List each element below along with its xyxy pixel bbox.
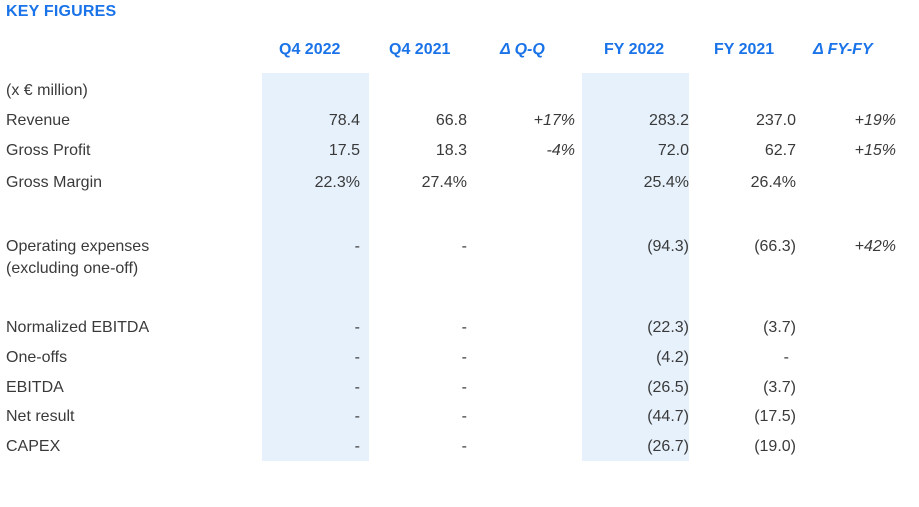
header-fy-2021: FY 2021 — [714, 41, 775, 58]
table-row-revenue: Revenue 78.4 66.8 +17% 283.2 237.0 +19% — [0, 110, 919, 132]
cell-delta-fy-fy: +19% — [854, 112, 896, 129]
cell-q4-2021: - — [461, 349, 467, 366]
cell-q4-2022: - — [354, 408, 360, 425]
cell-fy-2021: 26.4% — [750, 174, 796, 191]
unit-row: (x € million) — [0, 80, 919, 102]
cell-q4-2021: 18.3 — [435, 142, 467, 159]
table-row-one-offs: One-offs - - (4.2) - — [0, 347, 919, 369]
cell-q4-2021: - — [461, 408, 467, 425]
cell-fy-2022: (4.2) — [656, 349, 689, 366]
table-row-ebitda: EBITDA - - (26.5) (3.7) — [0, 377, 919, 399]
cell-q4-2022: - — [354, 349, 360, 366]
cell-q4-2022: - — [354, 238, 360, 255]
unit-label: (x € million) — [6, 82, 88, 99]
cell-q4-2021: - — [461, 319, 467, 336]
cell-fy-2022: (26.5) — [647, 379, 689, 396]
cell-q4-2021: - — [461, 238, 467, 255]
cell-q4-2022: 78.4 — [328, 112, 360, 129]
page-title: KEY FIGURES — [6, 3, 117, 20]
cell-fy-2021: (66.3) — [754, 238, 796, 255]
cell-q4-2021: - — [461, 379, 467, 396]
table-row-gross-profit: Gross Profit 17.5 18.3 -4% 72.0 62.7 +15… — [0, 140, 919, 162]
table-row-normalized-ebitda: Normalized EBITDA - - (22.3) (3.7) — [0, 317, 919, 339]
table-row-capex: CAPEX - - (26.7) (19.0) — [0, 436, 919, 458]
row-label: Normalized EBITDA — [6, 319, 150, 336]
cell-fy-2021: - — [783, 349, 789, 366]
row-label: Revenue — [6, 112, 71, 129]
table-row-net-result: Net result - - (44.7) (17.5) — [0, 406, 919, 428]
cell-fy-2021: 62.7 — [764, 142, 796, 159]
cell-fy-2021: 237.0 — [755, 112, 796, 129]
row-label-line1: Operating expenses — [6, 238, 150, 255]
cell-q4-2022: 22.3% — [314, 174, 360, 191]
cell-delta-q-q: +17% — [533, 112, 575, 129]
row-label: EBITDA — [6, 379, 64, 396]
cell-q4-2022: - — [354, 319, 360, 336]
cell-fy-2022: (44.7) — [647, 408, 689, 425]
table-row-operating-expenses: Operating expenses (excluding one-off) -… — [0, 236, 919, 280]
cell-delta-fy-fy: +42% — [854, 238, 896, 255]
table-row-gross-margin: Gross Margin 22.3% 27.4% 25.4% 26.4% — [0, 172, 919, 194]
cell-fy-2021: (3.7) — [763, 319, 796, 336]
row-label: Gross Margin — [6, 174, 103, 191]
fy-2022-column-highlight — [582, 73, 689, 461]
cell-fy-2022: (94.3) — [647, 238, 689, 255]
cell-fy-2022: 25.4% — [643, 174, 689, 191]
cell-q4-2022: 17.5 — [328, 142, 360, 159]
row-label-line2: (excluding one-off) — [6, 260, 139, 277]
header-delta-q-q: Δ Q-Q — [500, 41, 545, 58]
cell-fy-2022: 283.2 — [648, 112, 689, 129]
cell-q4-2021: 27.4% — [421, 174, 467, 191]
cell-q4-2022: - — [354, 438, 360, 455]
cell-fy-2021: (3.7) — [763, 379, 796, 396]
header-q4-2021: Q4 2021 — [389, 41, 451, 58]
q4-2022-column-highlight — [262, 73, 369, 461]
row-label: Gross Profit — [6, 142, 91, 159]
cell-fy-2021: (19.0) — [754, 438, 796, 455]
cell-fy-2022: 72.0 — [657, 142, 689, 159]
cell-q4-2021: - — [461, 438, 467, 455]
cell-delta-fy-fy: +15% — [854, 142, 896, 159]
row-label: CAPEX — [6, 438, 61, 455]
header-fy-2022: FY 2022 — [604, 41, 665, 58]
header-q4-2022: Q4 2022 — [279, 41, 341, 58]
row-label: One-offs — [6, 349, 68, 366]
cell-fy-2021: (17.5) — [754, 408, 796, 425]
cell-fy-2022: (22.3) — [647, 319, 689, 336]
cell-q4-2022: - — [354, 379, 360, 396]
cell-fy-2022: (26.7) — [647, 438, 689, 455]
cell-delta-q-q: -4% — [546, 142, 575, 159]
row-label: Net result — [6, 408, 75, 425]
cell-q4-2021: 66.8 — [435, 112, 467, 129]
header-delta-fy-fy: Δ FY-FY — [813, 41, 873, 58]
